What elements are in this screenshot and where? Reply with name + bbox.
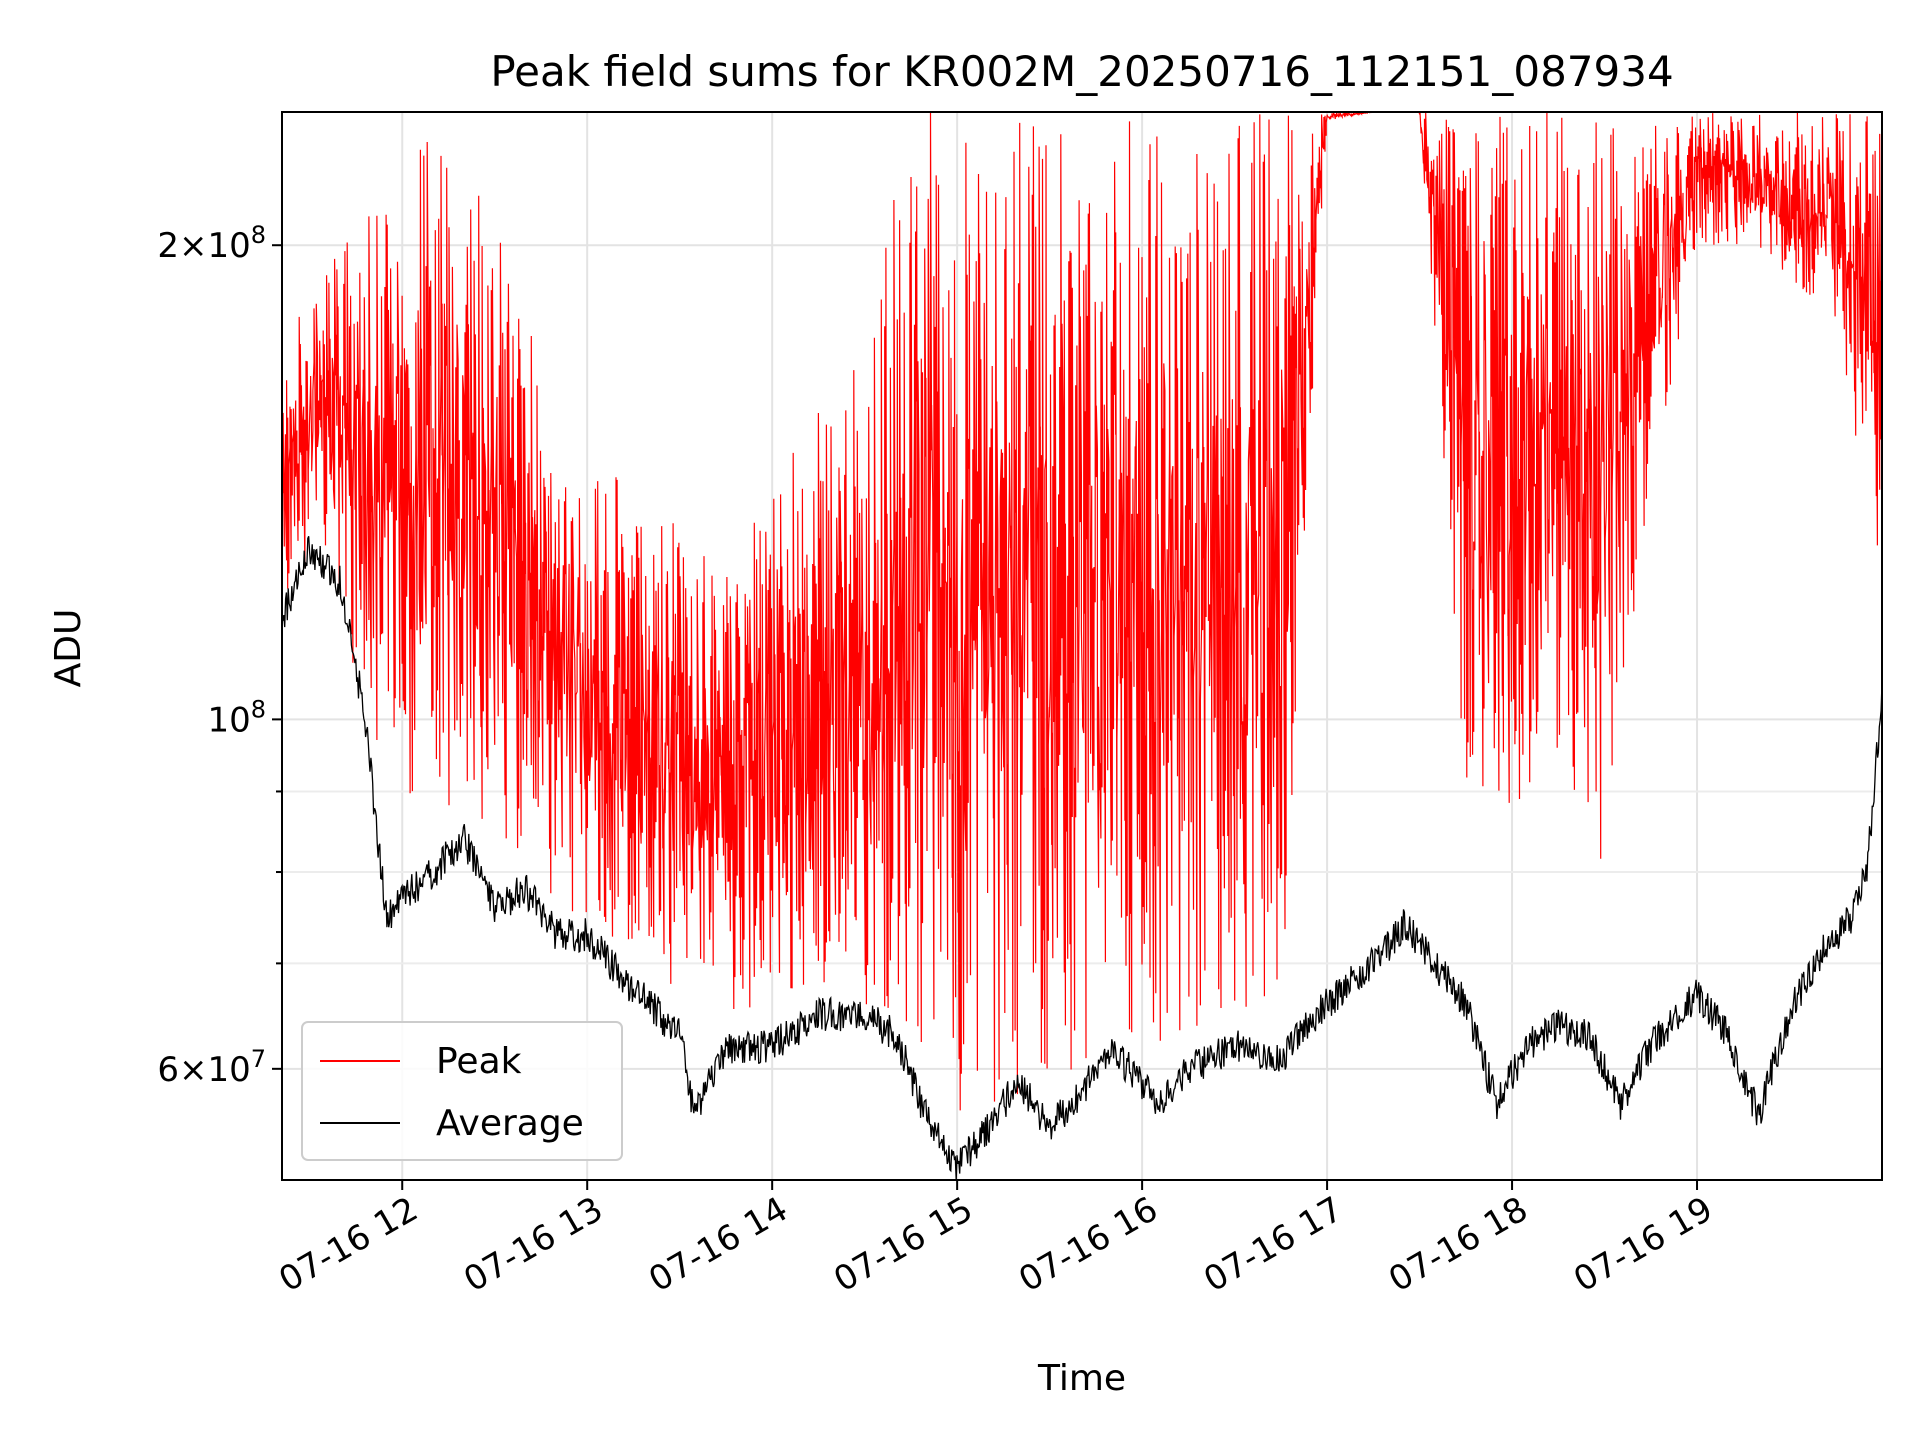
plot-frame xyxy=(281,111,1883,1181)
legend-label-average: Average xyxy=(436,1103,584,1144)
y-tick-label: 108 xyxy=(207,695,266,740)
series-layer xyxy=(282,112,1882,1180)
y-tick-label: 2×108 xyxy=(157,221,266,266)
legend-label-peak: Peak xyxy=(436,1041,522,1082)
series-line-average xyxy=(282,536,1882,1180)
y-tick-label: 6×107 xyxy=(157,1045,266,1090)
legend-box xyxy=(301,1021,623,1161)
legend: Peak Average xyxy=(301,1021,623,1161)
series-line-peak xyxy=(282,112,1882,1111)
y-axis-label: ADU xyxy=(48,609,89,688)
chart-title: Peak field sums for KR002M_20250716_1121… xyxy=(490,47,1673,96)
x-axis-label: Time xyxy=(1037,1358,1126,1399)
